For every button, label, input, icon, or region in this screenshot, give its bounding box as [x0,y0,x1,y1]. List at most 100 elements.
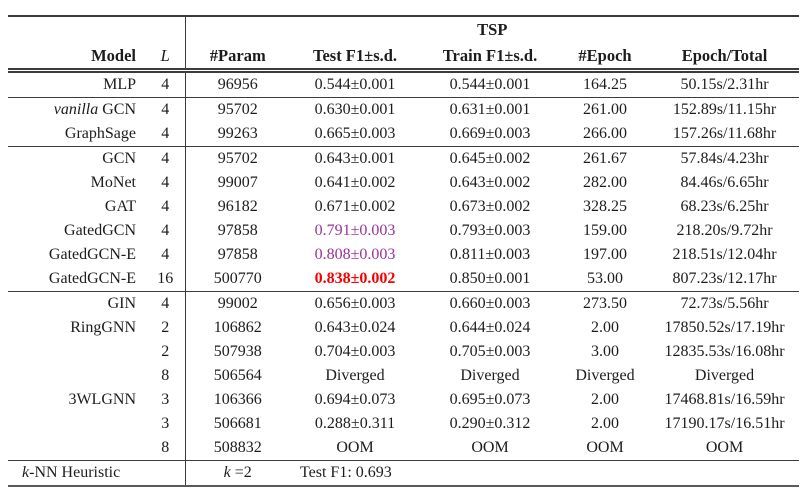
param-cell: 99263 [217,125,258,142]
epoch-total-cell: 50.15s/2.31hr [680,76,769,93]
test-f1-cell: 0.838±0.002 [314,270,396,287]
epoch-cell: 53.00 [587,270,623,287]
heuristic-row: k-NN Heuristic k =2 Test F1: 0.693 [8,460,799,486]
epoch-total-cell: 807.23s/12.17hr [672,270,777,287]
train-f1-cell: 0.695±0.073 [449,391,531,408]
epoch-total-cell: 218.20s/9.72hr [676,222,773,239]
epoch-cell: 159.00 [583,222,627,239]
epoch-total-cell: 152.89s/11.15hr [672,101,777,118]
layers-cell: 16 [146,267,186,292]
epoch-cell: OOM [586,439,624,456]
row-group: vanilla GCN 4 95702 0.630±0.001 0.631±0.001 2… [8,97,800,147]
layers-cell: 4 [146,291,186,316]
table-row: 3 506681 0.288±0.311 0.290±0.312 2.00 17190.1… [8,412,799,436]
epoch-total-cell: 57.84s/4.23hr [680,150,769,167]
model-cell: RingGNN [70,319,136,336]
table-row: GraphSage 4 99263 0.665±0.003 0.669±0.003 266… [8,122,799,147]
epoch-total-cell: Diverged [694,367,755,384]
table-row: GAT 4 96182 0.671±0.002 0.673±0.002 328.25 68.… [8,195,799,219]
test-f1-cell: 0.544±0.001 [314,76,396,93]
layers-cell: 8 [146,436,186,461]
column-header-row: Model L #Param Test F1±s.d. Train F1±s.d… [8,43,799,71]
test-f1-cell: 0.641±0.002 [314,174,396,191]
row-group: GIN 4 99002 0.656±0.003 0.660±0.003 273.50 72.… [8,291,800,461]
model-cell: GIN [107,295,136,312]
results-table: TSP Model L #Param Test F1±s.d. Train F1… [8,15,800,487]
row-group: k-NN Heuristic k =2 Test F1: 0.693 [8,460,800,486]
layers-cell: 4 [146,97,186,122]
param-cell: 97858 [217,222,258,239]
epoch-cell: Diverged [575,367,635,384]
param-cell: 99002 [217,295,258,312]
layers-cell: 4 [146,146,186,171]
test-f1-cell: 0.694±0.073 [314,391,396,408]
table-row: RingGNN 2 106862 0.643±0.024 0.644±0.024 2.00… [8,316,799,340]
epoch-cell: 282.00 [583,174,627,191]
col-header-epoch-total: Epoch/Total [681,45,768,65]
epoch-total-cell: 17190.17s/16.51hr [664,415,785,432]
layers-cell: 4 [146,70,186,98]
epoch-cell: 266.00 [583,125,627,142]
train-f1-cell: OOM [471,439,509,456]
dataset-name-header: TSP [477,20,508,39]
param-cell: 506681 [213,415,262,432]
train-f1-cell: 0.643±0.002 [449,174,531,191]
epoch-total-cell: 72.73s/5.56hr [680,295,769,312]
param-cell: k =2 [223,464,252,481]
train-f1-cell: 0.544±0.001 [449,76,531,93]
test-f1-cell: OOM [336,439,374,456]
layers-cell: 4 [146,219,186,243]
layers-cell [146,460,186,486]
epoch-cell: 2.00 [591,391,619,408]
epoch-cell: 273.50 [583,295,627,312]
epoch-total-cell: 218.51s/12.04hr [672,246,777,263]
layers-cell: 3 [146,388,186,412]
table-row: MLP 4 96956 0.544±0.001 0.544±0.001 164.25 50.… [8,70,799,98]
model-cell: GraphSage [64,125,136,142]
param-cell: 508832 [213,439,262,456]
layers-cell: 3 [146,412,186,436]
train-f1-cell: 0.290±0.312 [449,415,531,432]
table-row: 8 508832 OOM OOM OOM OOM [8,436,799,461]
epoch-cell: 2.00 [591,319,619,336]
row-group: GCN 4 95702 0.643±0.001 0.645±0.002 261.67 57.… [8,146,800,292]
param-cell: 106366 [213,391,262,408]
layers-cell: 4 [146,243,186,267]
col-header-epoch: #Epoch [578,45,632,65]
train-f1-cell: 0.673±0.002 [449,198,531,215]
col-header-param: #Param [209,45,266,65]
row-group: MLP 4 96956 0.544±0.001 0.544±0.001 164.25 50.… [8,70,800,98]
layers-cell: 2 [146,340,186,364]
table-row: GatedGCN-E 16 500770 0.838±0.002 0.850±0.001… [8,267,799,292]
test-f1-cell: 0.808±0.003 [314,246,396,263]
table-row: GCN 4 95702 0.643±0.001 0.645±0.002 261.67 57.… [8,146,799,171]
test-f1-cell: 0.643±0.001 [314,150,396,167]
model-cell [8,364,146,388]
model-cell: k-NN Heuristic [22,464,121,481]
param-cell: 106862 [213,319,262,336]
model-cell: GatedGCN [64,222,136,239]
test-f1-cell: Diverged [325,367,385,384]
table-row: 3WLGNN 3 106366 0.694±0.073 0.695±0.073 2.00 1… [8,388,799,412]
layers-cell: 8 [146,364,186,388]
epoch-cell: 261.00 [583,101,627,118]
col-header-train-f1: Train F1±s.d. [442,45,538,65]
test-f1-cell: 0.288±0.311 [314,415,396,432]
header-spacer [146,16,186,43]
table-row: GatedGCN 4 97858 0.791±0.003 0.793±0.003 159.… [8,219,799,243]
table-row: vanilla GCN 4 95702 0.630±0.001 0.631±0.001 2… [8,97,799,122]
layers-cell: 4 [146,195,186,219]
heuristic-result-cell: Test F1: 0.693 [300,464,392,481]
epoch-total-cell: 17850.52s/17.19hr [664,319,785,336]
train-f1-cell: 0.645±0.002 [449,150,531,167]
train-f1-cell: 0.669±0.003 [449,125,531,142]
param-cell: 95702 [217,150,258,167]
model-cell: GCN [102,150,136,167]
model-cell: vanilla GCN [53,101,136,118]
table-row: GIN 4 99002 0.656±0.003 0.660±0.003 273.50 72.… [8,291,799,316]
epoch-total-cell: 12835.53s/16.08hr [664,343,785,360]
epoch-total-cell: OOM [705,439,744,456]
model-cell [8,436,146,461]
param-cell: 96182 [217,198,258,215]
table-row: 2 507938 0.704±0.003 0.705±0.003 3.00 12835.5… [8,340,799,364]
